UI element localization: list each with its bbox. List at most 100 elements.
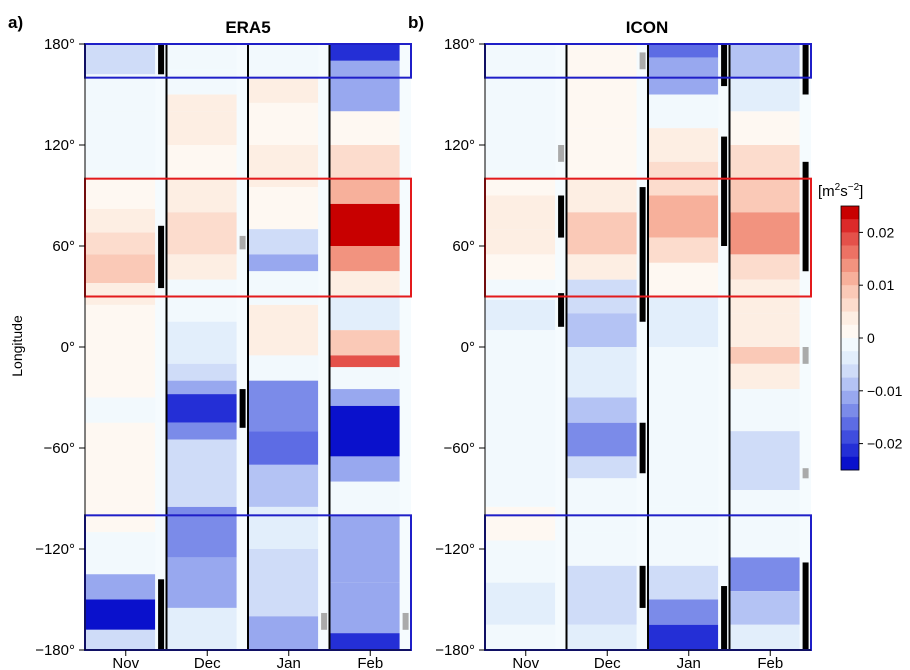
panel-icon: b) ICON 180° 120° 60° 0° −60° −120° −180° Nov De… [408,13,812,670]
colorbar-swatch [841,377,859,392]
heatmap-cell [729,44,800,78]
x-tick-label-jan: Jan [677,655,701,670]
colorbar-swatch [841,232,859,246]
column-separators-era5 [165,44,331,650]
panel-letter-a: a) [8,13,23,32]
heatmap-cell [85,178,156,209]
heatmap-cell [485,178,556,196]
colorbar-swatch [841,258,859,273]
heatmap-cell [566,44,637,78]
heatmap-cell [329,145,400,179]
heatmap-cell [248,304,319,356]
heatmap-cell [248,380,319,432]
colorbar-swatch [841,390,859,405]
heatmap-cell [248,254,319,272]
heatmap-cell [729,178,800,213]
significance-markers-icon [558,44,809,650]
heatmap-cell [648,624,719,650]
significance-marker [558,293,565,327]
panel-title-icon: ICON [626,18,669,37]
colorbar-swatch [841,219,859,233]
heatmap-cell [729,111,800,145]
y-tick-label: −60° [44,440,75,457]
heatmap-cell [248,271,319,305]
heatmap-cell [166,422,237,440]
y-tick-label: 120° [44,137,75,154]
y-axis-label: Longitude [9,315,25,377]
heatmap-cell [166,607,237,650]
significance-marker [158,44,165,75]
heatmap-cell [329,60,400,112]
heatmap-cell [729,212,800,255]
heatmap-cell [85,422,156,507]
heatmap-cell [485,330,556,390]
axes-era5: 180° 120° 60° 0° −60° −120° −180° Nov Dec Jan Feb [35,36,411,670]
heatmap-cell [566,532,637,566]
heatmap-cell [166,212,237,255]
heatmap-cell [248,145,319,188]
heatmap-cell [248,464,319,507]
significance-marker [321,612,328,630]
heatmap-cell [85,629,156,650]
heatmap-cell [329,405,400,457]
heatmap-cell [566,422,637,457]
heatmap-cell [485,624,556,650]
heatmap-cell [329,44,400,61]
significance-marker [639,52,646,70]
heatmap-cell [485,44,556,78]
x-tick-label-feb: Feb [357,655,383,670]
heatmap-cell [166,145,237,179]
y-tick-label: 180° [44,36,75,53]
heatmap-cell [85,44,156,75]
heatmap-cell [566,212,637,255]
heatmap-cell [329,633,400,650]
colorbar: [m2s−2] 0.02 0.01 0 −0.01 −0.02 [818,182,903,471]
heatmap-cell [85,397,156,423]
colorbar-tick-label: 0.01 [867,277,894,293]
heatmap-cell [248,44,319,78]
x-tick-label-feb: Feb [757,655,783,670]
significance-marker [802,562,809,650]
heatmap-cell [248,616,319,650]
heatmap-cell [85,74,156,112]
heatmap-cell [329,582,400,634]
heatmap-cell [329,481,400,516]
heatmap-cell [485,582,556,625]
heatmap-cell [566,456,637,479]
heatmap-cell [648,57,719,95]
heatmap-cell [729,490,800,516]
heatmap-cell [85,532,156,575]
heatmap-cell [566,397,637,423]
heatmap-cell [248,431,319,465]
heatmap-cell [729,624,800,650]
colorbar-swatch [841,456,859,471]
heatmap-cell [566,565,637,625]
heatmap-cell [566,128,637,179]
panel-title-era5: ERA5 [225,18,270,37]
x-tick-label-dec: Dec [194,655,221,670]
colorbar-tick-label: −0.02 [867,436,903,452]
significance-marker [802,468,809,479]
heatmap-cell [648,94,719,129]
heatmap-cell [85,574,156,600]
significance-marker [802,44,809,95]
significance-marker [802,347,809,364]
y-tick-label: −120° [435,541,475,558]
heatmap-cell [729,557,800,592]
heatmap-cell [248,187,319,230]
heatmap-cell [329,271,400,297]
heatmap-cell [166,44,237,70]
heatmap-cell [729,254,800,280]
heatmap-cell [485,254,556,280]
colorbar-swatch [841,338,859,352]
y-tick-label: −180° [435,642,475,659]
heatmap-cell [566,347,637,398]
heatmap-cell [166,94,237,112]
y-tick-label: 180° [444,36,475,53]
heatmap-cell [566,77,637,129]
significance-marker [239,235,246,250]
heatmap-cell [485,229,556,255]
heatmap-cell [729,347,800,364]
heatmap-cell [248,102,319,145]
y-tick-label: 60° [52,238,75,255]
